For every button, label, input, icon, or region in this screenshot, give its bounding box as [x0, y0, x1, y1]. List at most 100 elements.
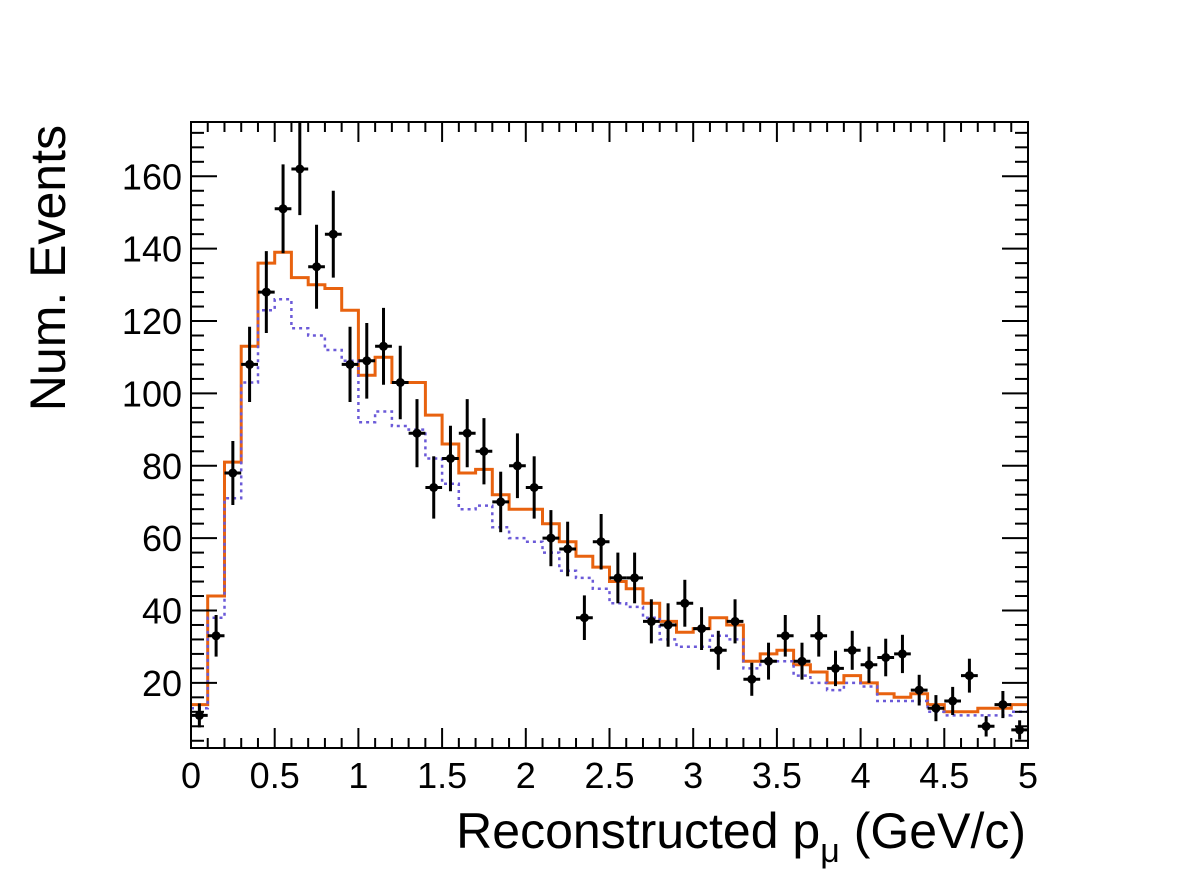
- y-tick-label: 120: [122, 301, 182, 342]
- prediction-alt-histogram: [191, 298, 1028, 717]
- data-point: [291, 123, 309, 216]
- x-tick-label: 2.5: [584, 755, 634, 796]
- data-point: [709, 630, 727, 670]
- data-point: [341, 326, 359, 402]
- data-point: [643, 599, 660, 644]
- x-tick-label: 0.5: [250, 755, 300, 796]
- y-tick-label: 160: [122, 156, 182, 197]
- data-marker: [747, 674, 757, 684]
- data-marker: [713, 645, 723, 655]
- x-axis-title: Reconstructed pμ (GeV/c): [456, 803, 1026, 870]
- data-point: [977, 716, 995, 737]
- data-point: [944, 686, 961, 715]
- data-marker: [981, 721, 991, 731]
- data-point: [207, 615, 225, 657]
- data-marker: [529, 483, 539, 492]
- data-point: [559, 521, 576, 577]
- y-tick-label: 100: [122, 373, 182, 414]
- data-marker: [496, 497, 506, 507]
- data-marker: [446, 454, 455, 463]
- data-marker: [546, 533, 556, 543]
- data-point: [860, 646, 878, 683]
- data-marker: [278, 204, 288, 214]
- data-point: [961, 658, 978, 693]
- data-point: [475, 418, 493, 485]
- y-tick-label: 80: [142, 446, 182, 487]
- x-tick-label: 1.5: [417, 755, 467, 796]
- x-tick-label: 4.5: [919, 755, 969, 796]
- data-point: [492, 471, 510, 533]
- data-point: [576, 595, 593, 640]
- data-marker: [914, 685, 924, 695]
- data-marker: [998, 700, 1008, 710]
- data-marker: [964, 671, 974, 681]
- data-point: [810, 615, 828, 657]
- data-point: [676, 579, 694, 627]
- data-marker: [847, 645, 857, 655]
- data-marker: [680, 598, 690, 608]
- x-tick-label: 0: [181, 755, 201, 796]
- data-marker: [295, 164, 305, 174]
- data-marker: [228, 468, 238, 478]
- data-marker: [797, 656, 807, 666]
- data-point: [1011, 720, 1028, 740]
- data-point: [509, 433, 526, 499]
- data-point: [592, 514, 610, 570]
- data-marker: [412, 428, 422, 438]
- y-tick-label: 140: [122, 229, 182, 270]
- data-marker: [663, 620, 673, 630]
- data-marker: [211, 631, 221, 641]
- data-marker: [897, 649, 907, 659]
- data-marker: [328, 229, 338, 239]
- data-point: [525, 456, 543, 519]
- data-marker: [245, 359, 255, 369]
- data-marker: [780, 631, 790, 641]
- data-point: [793, 642, 811, 680]
- y-tick-label: 60: [142, 518, 182, 559]
- data-point: [910, 674, 928, 706]
- data-point: [693, 607, 710, 650]
- data-point: [408, 399, 426, 468]
- y-tick-label: 20: [142, 663, 182, 704]
- data-marker: [194, 710, 204, 720]
- data-marker: [931, 703, 941, 713]
- data-point: [542, 510, 560, 567]
- x-tick-label: 3.5: [752, 755, 802, 796]
- data-marker: [395, 378, 405, 387]
- prediction-histogram: [191, 250, 1028, 714]
- data-point: [626, 552, 643, 604]
- data-marker: [630, 573, 640, 583]
- data-marker: [764, 656, 773, 666]
- data-marker: [730, 616, 740, 626]
- x-tick-label: 2: [516, 755, 536, 796]
- tick-marks: [190, 122, 1029, 748]
- data-point: [743, 662, 761, 696]
- data-marker: [345, 359, 355, 369]
- data-point: [391, 345, 409, 420]
- data-marker: [596, 537, 606, 547]
- data-point: [994, 691, 1012, 719]
- data-point: [760, 642, 777, 680]
- data-marker: [462, 428, 472, 438]
- y-axis-title: Num. Events: [20, 125, 76, 411]
- x-tick-label: 5: [1018, 755, 1038, 796]
- data-point: [458, 399, 476, 468]
- x-tick-label: 4: [851, 755, 871, 796]
- data-point: [425, 456, 443, 519]
- data-marker: [512, 461, 522, 471]
- data-point: [191, 703, 208, 728]
- data-marker: [312, 262, 322, 272]
- data-marker: [697, 624, 707, 634]
- data-point: [659, 603, 677, 647]
- data-point: [843, 630, 861, 670]
- data-marker: [814, 631, 824, 641]
- data-marker: [429, 483, 439, 492]
- data-point: [274, 164, 292, 254]
- data-point: [827, 650, 844, 687]
- data-point: [609, 552, 627, 604]
- data-marker: [864, 660, 874, 670]
- data-marker: [563, 544, 573, 554]
- data-marker: [579, 613, 589, 623]
- data-point: [241, 326, 258, 402]
